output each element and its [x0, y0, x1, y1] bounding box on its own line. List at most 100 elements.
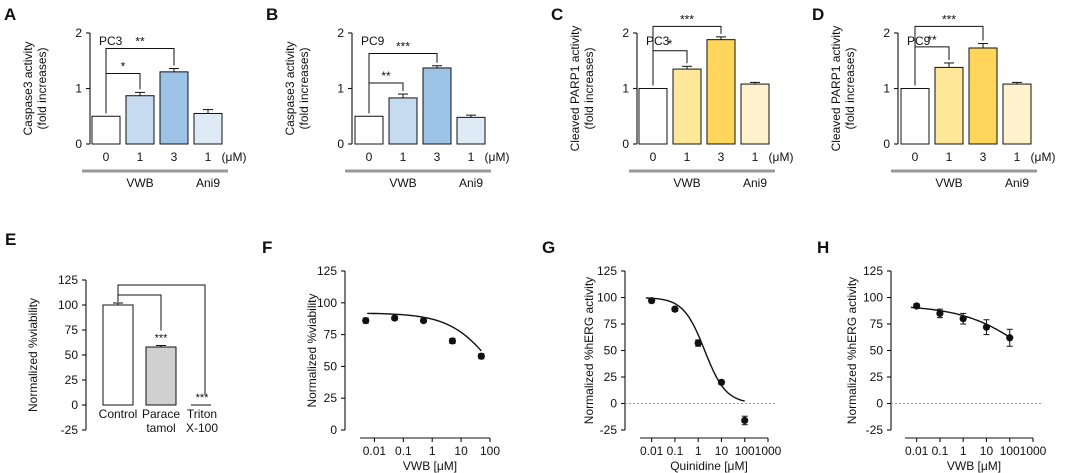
y-tick-label: 25 [65, 373, 79, 387]
y-tick-label: 100 [597, 291, 617, 305]
significance-bracket [652, 25, 722, 86]
y-axis-label-sub: (fold increases) [297, 47, 311, 129]
x-tick-label: 3 [980, 150, 987, 164]
significance-label: * [121, 60, 126, 74]
panel-letter: G [542, 238, 555, 257]
y-axis-label-sub: (fold increases) [35, 47, 49, 129]
y-tick-label: -25 [600, 423, 618, 437]
y-tick-label: 25 [870, 370, 884, 384]
bar [900, 88, 930, 145]
y-tick-label: 2 [337, 26, 344, 40]
y-tick-label: -25 [61, 423, 79, 437]
group-label-ani9: Ani9 [459, 176, 483, 190]
unit-label: (μM) [222, 150, 247, 164]
y-tick-label: 1 [75, 82, 82, 96]
significance-label: ** [927, 33, 937, 47]
y-tick-label: 50 [324, 359, 338, 373]
significance-bracket [368, 53, 438, 114]
y-tick-label: 0 [883, 137, 890, 151]
panel-letter: E [5, 230, 16, 249]
y-axis-label: Normalized %hERG activity [845, 277, 859, 424]
x-category-label: Triton [187, 407, 217, 421]
cell-line-label: PC3 [646, 34, 670, 48]
bar [102, 304, 134, 406]
x-axis-label: VWB [μM] [947, 459, 1001, 473]
x-tick-label: 0 [103, 150, 110, 164]
y-tick-label: 0 [71, 398, 78, 412]
x-tick-label: 0.1 [395, 444, 412, 458]
x-tick-label: 0 [650, 150, 657, 164]
data-point [982, 323, 991, 331]
y-tick-label: 2 [883, 26, 890, 40]
unit-label: (μM) [769, 150, 794, 164]
x-tick-label: 0 [366, 150, 373, 164]
x-tick-label: 0 [912, 150, 919, 164]
x-tick-label: 0.1 [932, 444, 949, 458]
y-tick-label: 1 [883, 82, 890, 96]
y-tick-label: 0 [876, 397, 883, 411]
y-axis-label-sub: (fold increases) [843, 47, 857, 129]
y-tick-label: 50 [870, 344, 884, 358]
panel-letter: H [817, 238, 829, 257]
data-point [1006, 334, 1014, 342]
y-axis-label-sub: (fold increases) [582, 47, 596, 129]
x-tick-label: 10 [980, 444, 994, 458]
data-point [959, 315, 967, 323]
bar [456, 116, 486, 145]
y-axis-label: Normalized %hERG activity [582, 277, 596, 424]
y-tick-label: 0 [610, 397, 617, 411]
y-tick-label: 1 [622, 82, 629, 96]
panel-letter: C [551, 5, 563, 24]
group-label-ani9: Ani9 [196, 176, 220, 190]
bar [740, 83, 770, 145]
data-point [936, 309, 944, 317]
significance-label: *** [680, 12, 694, 26]
data-point [741, 416, 749, 425]
y-axis-label: Caspase3 activity [21, 41, 35, 135]
bar [145, 346, 177, 406]
significance-label: *** [196, 392, 210, 404]
x-category-label: Control [99, 407, 138, 421]
group-label-ani9: Ani9 [1005, 176, 1029, 190]
data-point [419, 317, 428, 325]
group-label-vwb: VWB [389, 176, 416, 190]
y-tick-label: 0 [330, 423, 337, 437]
significance-label: ** [381, 69, 391, 83]
data-point [694, 339, 702, 347]
x-tick-label: 1 [468, 150, 475, 164]
significance-label: *** [396, 40, 410, 54]
y-tick-label: 125 [863, 264, 883, 278]
x-tick-label: 1 [752, 150, 759, 164]
y-tick-label: 2 [75, 26, 82, 40]
x-tick-label: 1 [1014, 150, 1021, 164]
x-category-label: tamol [146, 421, 175, 435]
y-tick-label: 25 [324, 391, 338, 405]
cell-line-label: PC9 [361, 34, 385, 48]
bar [934, 66, 964, 145]
data-point [391, 314, 399, 322]
cell-line-label: PC3 [99, 34, 123, 48]
y-tick-label: 125 [317, 264, 337, 278]
x-tick-label: 100 [480, 444, 500, 458]
data-point [477, 352, 485, 360]
x-tick-label: 1000 [755, 444, 782, 458]
data-point [671, 305, 679, 313]
y-tick-label: 100 [317, 296, 337, 310]
bar [422, 67, 452, 145]
y-axis-label: Caspase3 activity [283, 41, 297, 135]
panel-F: F Normalized %viability 125 100 75 50 25 0 0.01 0… [262, 238, 500, 473]
panel-D: D PC9 Cleaved PARP1 activity (fold increase… [812, 5, 1055, 190]
y-tick-label: 75 [870, 317, 884, 331]
x-tick-label: 1 [946, 150, 953, 164]
y-axis-label: Cleaved PARP1 activity [568, 26, 582, 152]
x-tick-label: 1000 [1020, 444, 1047, 458]
y-tick-label: 50 [604, 344, 618, 358]
y-tick-label: 2 [622, 26, 629, 40]
y-tick-label: 0 [622, 137, 629, 151]
bar [672, 68, 702, 145]
x-tick-label: 3 [171, 150, 178, 164]
x-axis-label: VWB [μM] [403, 459, 457, 473]
unit-label: (μM) [485, 150, 510, 164]
y-tick-label: -25 [866, 423, 884, 437]
